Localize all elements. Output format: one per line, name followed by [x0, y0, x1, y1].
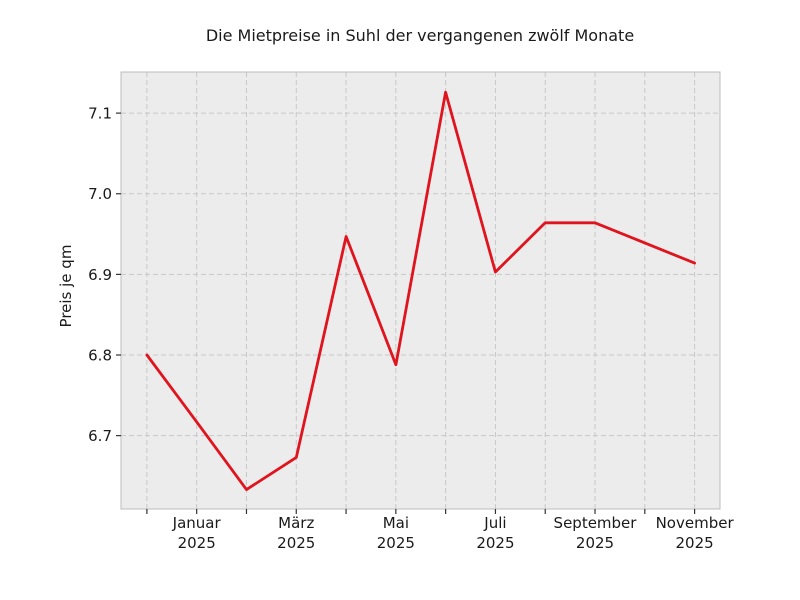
price-line	[145, 90, 696, 492]
x-tick-label-month: September	[554, 514, 638, 532]
y-tick-label: 7.0	[88, 185, 112, 203]
x-tick-label-year: 2025	[178, 534, 216, 552]
plot-border	[120, 71, 721, 510]
x-tick-label-month: Mai	[383, 514, 409, 532]
x-tick-label-year: 2025	[277, 534, 315, 552]
chart-title: Die Mietpreise in Suhl der vergangenen z…	[205, 26, 635, 45]
y-tick-label: 7.1	[88, 105, 112, 123]
y-tick-label: 6.9	[88, 266, 112, 284]
plot-background	[121, 72, 720, 509]
x-tick-label-year: 2025	[476, 534, 514, 552]
x-tick-label-month: Juli	[483, 514, 506, 532]
y-tick-label: 6.8	[88, 347, 112, 365]
x-tick-label-month: Januar	[172, 514, 222, 532]
x-tick-label-year: 2025	[576, 534, 614, 552]
y-tick-label: 6.7	[88, 427, 112, 445]
x-tick-label-month: März	[278, 514, 314, 532]
x-tick-label-month: November	[656, 514, 735, 532]
x-tick-label-year: 2025	[676, 534, 714, 552]
x-tick-label-year: 2025	[377, 534, 415, 552]
